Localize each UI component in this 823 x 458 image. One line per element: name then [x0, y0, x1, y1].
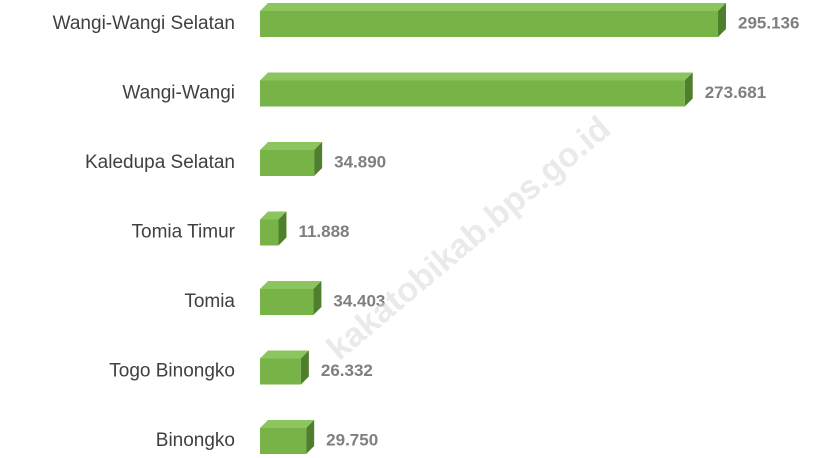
bar [260, 211, 287, 246]
value-label: 26.332 [321, 361, 373, 380]
value-label: 29.750 [326, 430, 378, 449]
bar-top [260, 350, 309, 359]
category-label: Tomia Timur [132, 222, 236, 243]
bar-side [306, 420, 315, 454]
category-label: Tomia [184, 291, 235, 312]
bar [260, 281, 322, 315]
bar-top [260, 3, 726, 11]
bar-side [313, 281, 322, 315]
bar-front [260, 358, 301, 385]
bar-top [260, 420, 315, 428]
bar-top [260, 72, 693, 81]
bar-side [300, 350, 309, 385]
category-label: Kaledupa Selatan [85, 152, 235, 173]
value-label: 295.136 [738, 13, 799, 32]
bar-side [278, 211, 287, 246]
category-label: Togo Binongko [109, 361, 235, 382]
bar-front [260, 289, 314, 315]
bar [260, 420, 315, 454]
bar [260, 3, 726, 37]
bar-side [684, 72, 693, 107]
bar-top [260, 142, 323, 150]
category-label: Wangi-Wangi Selatan [53, 13, 235, 34]
bar [260, 142, 323, 176]
bar-side [718, 3, 726, 37]
watermark: kakatobikab.bps.go.id [320, 109, 618, 368]
bar [260, 72, 693, 107]
bar-top [260, 211, 287, 220]
bar-front [260, 150, 315, 176]
bar-side [314, 142, 323, 176]
value-label: 11.888 [298, 222, 349, 241]
category-label: Wangi-Wangi [122, 83, 235, 104]
value-label: 34.890 [334, 152, 386, 171]
bar-front [260, 219, 279, 246]
value-label: 273.681 [705, 83, 766, 102]
category-label: Binongko [156, 430, 235, 451]
bar-front [260, 80, 685, 107]
bar-front [260, 428, 307, 454]
value-label: 34.403 [333, 291, 385, 310]
bar-top [260, 281, 322, 289]
bar-front [260, 11, 718, 37]
bar [260, 350, 309, 385]
